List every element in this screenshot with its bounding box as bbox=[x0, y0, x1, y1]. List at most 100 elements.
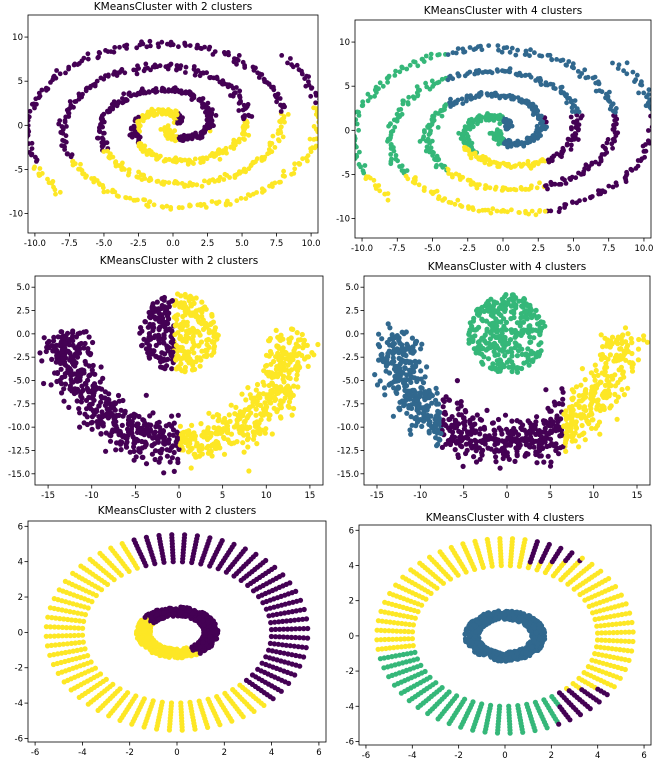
data-point bbox=[566, 404, 573, 410]
data-point bbox=[424, 364, 430, 370]
data-point bbox=[606, 340, 612, 346]
data-point bbox=[471, 346, 477, 352]
data-point bbox=[522, 73, 528, 78]
data-point bbox=[161, 319, 167, 325]
data-point bbox=[527, 339, 533, 345]
data-point bbox=[243, 397, 249, 403]
data-point bbox=[545, 157, 551, 163]
data-point bbox=[392, 335, 398, 341]
data-point bbox=[205, 100, 211, 106]
data-point bbox=[171, 86, 177, 91]
data-point bbox=[37, 172, 43, 178]
data-point bbox=[376, 357, 382, 363]
data-point bbox=[421, 59, 427, 64]
data-point bbox=[119, 422, 125, 428]
data-point bbox=[78, 392, 84, 398]
data-point bbox=[317, 131, 318, 133]
data-point bbox=[349, 119, 354, 124]
data-point bbox=[278, 102, 283, 108]
data-point bbox=[240, 59, 246, 65]
data-point bbox=[318, 115, 323, 120]
data-point bbox=[497, 465, 503, 471]
data-point bbox=[648, 113, 651, 119]
data-point bbox=[541, 459, 547, 465]
data-point bbox=[485, 356, 492, 362]
data-point bbox=[387, 381, 393, 387]
x-tick-label: -5.0 bbox=[424, 244, 441, 254]
data-point bbox=[394, 390, 400, 396]
y-tick-label: -10.0 bbox=[8, 423, 30, 433]
data-point bbox=[575, 69, 581, 74]
data-point bbox=[55, 334, 61, 340]
data-point bbox=[363, 176, 369, 182]
data-point bbox=[149, 442, 155, 449]
data-point bbox=[260, 187, 266, 193]
data-point bbox=[654, 111, 659, 116]
data-point bbox=[263, 426, 269, 432]
data-point bbox=[502, 185, 508, 191]
data-point bbox=[520, 422, 526, 428]
data-point bbox=[169, 413, 175, 419]
data-point bbox=[374, 90, 379, 95]
data-point bbox=[529, 183, 534, 189]
data-point bbox=[413, 397, 420, 403]
data-point bbox=[269, 387, 275, 393]
data-point bbox=[371, 177, 377, 183]
data-point bbox=[223, 145, 229, 151]
data-point bbox=[445, 77, 451, 83]
data-point bbox=[193, 359, 199, 365]
data-point bbox=[500, 455, 506, 462]
data-point bbox=[81, 618, 87, 625]
data-point bbox=[169, 328, 175, 334]
data-point bbox=[595, 382, 601, 388]
data-point bbox=[478, 417, 485, 423]
data-point bbox=[641, 90, 647, 96]
data-point bbox=[531, 335, 537, 341]
data-point bbox=[436, 196, 441, 202]
data-point bbox=[202, 178, 207, 184]
data-point bbox=[170, 337, 176, 343]
data-point bbox=[141, 422, 148, 428]
data-point bbox=[487, 69, 493, 74]
data-point bbox=[83, 88, 89, 94]
data-point bbox=[215, 332, 221, 338]
data-point bbox=[399, 163, 405, 169]
data-point bbox=[121, 99, 126, 105]
data-point bbox=[196, 307, 202, 313]
data-point bbox=[502, 161, 508, 167]
data-point bbox=[23, 116, 28, 121]
data-point bbox=[33, 96, 39, 102]
data-point bbox=[166, 132, 172, 138]
data-point bbox=[304, 73, 309, 79]
data-point bbox=[462, 147, 468, 152]
data-point bbox=[132, 197, 138, 203]
data-point bbox=[278, 109, 284, 114]
data-point bbox=[654, 117, 659, 122]
data-point bbox=[81, 345, 87, 351]
data-point bbox=[57, 71, 63, 77]
data-point bbox=[213, 438, 219, 445]
data-point bbox=[174, 63, 180, 68]
data-point bbox=[614, 416, 620, 422]
data-point bbox=[396, 337, 402, 343]
scatter-points bbox=[23, 38, 323, 212]
data-point bbox=[635, 357, 642, 363]
data-point bbox=[406, 403, 412, 409]
data-point bbox=[82, 340, 88, 347]
data-point bbox=[610, 101, 616, 107]
data-point bbox=[63, 625, 70, 631]
data-point bbox=[543, 80, 549, 85]
data-point bbox=[516, 298, 522, 304]
data-point bbox=[386, 123, 391, 129]
data-point bbox=[572, 438, 578, 444]
data-point bbox=[527, 334, 533, 340]
data-point bbox=[61, 138, 67, 144]
data-point bbox=[76, 406, 82, 412]
data-point bbox=[409, 335, 415, 341]
data-point bbox=[584, 418, 590, 424]
data-point bbox=[558, 85, 564, 90]
data-point bbox=[203, 353, 210, 360]
data-point bbox=[503, 126, 509, 132]
data-point bbox=[273, 327, 279, 333]
data-point bbox=[620, 332, 626, 338]
